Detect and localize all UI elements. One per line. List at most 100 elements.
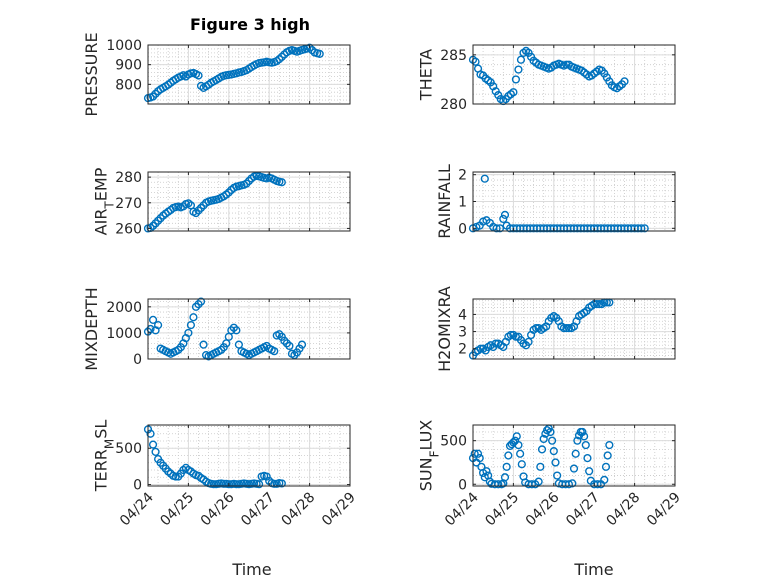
series-h2omixra xyxy=(468,298,614,360)
data-point xyxy=(506,330,515,340)
y-tick-label: 280 xyxy=(440,97,467,113)
data-point xyxy=(156,214,165,223)
data-point xyxy=(600,475,609,485)
data-point xyxy=(199,340,208,349)
data-point xyxy=(270,479,279,488)
y-tick-label: 0 xyxy=(133,478,142,494)
data-point xyxy=(592,300,601,309)
data-point xyxy=(151,89,160,98)
data-point xyxy=(184,328,193,338)
data-point xyxy=(224,188,233,197)
data-point xyxy=(564,324,574,333)
data-point xyxy=(232,480,241,489)
y-tick-label: 270 xyxy=(115,196,142,212)
data-point xyxy=(224,480,233,489)
data-point xyxy=(548,436,557,445)
data-point xyxy=(581,440,590,450)
y-tick-label: 0 xyxy=(458,477,467,493)
data-point xyxy=(227,326,236,335)
data-point xyxy=(512,432,521,441)
data-point xyxy=(495,224,505,233)
y-tick-label: 0 xyxy=(133,352,142,368)
y-tick-label: 280 xyxy=(115,170,142,186)
y-tick-label: 1 xyxy=(458,195,467,211)
series-rainfall xyxy=(468,174,649,233)
series-pressure xyxy=(143,43,324,103)
data-point xyxy=(154,320,163,330)
data-point xyxy=(569,464,579,473)
data-point xyxy=(151,219,160,228)
data-point xyxy=(514,65,523,74)
data-point xyxy=(551,458,560,467)
y-axis-label-terr-msl: TERRMSL xyxy=(91,420,116,493)
data-point xyxy=(603,451,612,460)
data-point xyxy=(232,326,241,335)
data-point xyxy=(534,477,543,486)
data-point xyxy=(191,208,201,218)
series-theta xyxy=(468,46,629,106)
data-point xyxy=(549,447,558,456)
y-tick-label: 900 xyxy=(115,58,142,74)
data-point xyxy=(262,341,271,351)
data-point xyxy=(504,451,513,460)
data-point xyxy=(282,339,291,348)
axes-box xyxy=(472,424,676,487)
data-point xyxy=(562,324,571,333)
panel-theta: 280 285 THETA xyxy=(416,44,676,113)
data-point xyxy=(595,300,604,309)
series-sun-flux xyxy=(468,424,614,489)
data-point xyxy=(511,75,521,84)
data-point xyxy=(290,350,299,360)
y-axis-label-sun-flux: SUNFLUX xyxy=(416,420,441,492)
data-point xyxy=(532,324,541,333)
data-point xyxy=(209,480,218,489)
data-point xyxy=(553,471,562,480)
data-point xyxy=(148,315,158,324)
data-point xyxy=(191,302,201,311)
data-point xyxy=(194,300,203,309)
y-axis-label-pressure: PRESSURE xyxy=(82,32,101,116)
y-axis-label-h2omixra: H2OMIXRA xyxy=(435,286,454,372)
x-axis-label-right: Time xyxy=(573,560,613,579)
data-point xyxy=(196,297,206,306)
y-tick-label: 0 xyxy=(458,221,467,237)
data-point xyxy=(174,345,183,354)
panel-mixdepth: 0 1000 2000 MIXDEPTH xyxy=(82,287,351,371)
data-point xyxy=(297,340,307,349)
data-point xyxy=(315,49,324,58)
data-point xyxy=(148,440,158,449)
data-point xyxy=(573,436,582,445)
data-point xyxy=(255,480,264,489)
y-tick-label: 260 xyxy=(115,221,142,237)
y-axis-label-mixdepth: MIXDEPTH xyxy=(82,287,101,370)
axes-box xyxy=(472,298,676,360)
data-point xyxy=(217,345,226,354)
data-point xyxy=(499,214,508,224)
data-point xyxy=(219,479,228,488)
y-tick-label: 500 xyxy=(440,434,467,450)
data-point xyxy=(583,454,592,463)
data-point xyxy=(524,337,533,346)
y-tick-label: 800 xyxy=(115,77,142,93)
data-point xyxy=(516,449,525,458)
data-point xyxy=(494,480,503,489)
y-tick-label: 2000 xyxy=(106,300,142,316)
data-point xyxy=(244,176,254,186)
data-point xyxy=(146,324,155,334)
data-point xyxy=(148,221,158,230)
data-point xyxy=(277,52,286,61)
data-point xyxy=(578,427,587,437)
y-tick-label: 500 xyxy=(115,441,142,457)
data-point xyxy=(492,224,501,233)
data-point xyxy=(194,206,203,215)
y-axis-label-air-temp: AIRTEMP xyxy=(91,167,116,235)
data-point xyxy=(229,323,238,332)
data-point xyxy=(473,449,483,458)
data-point xyxy=(277,178,286,187)
data-point xyxy=(242,179,251,188)
data-point xyxy=(500,210,510,220)
y-axis-label-theta: THETA xyxy=(416,49,435,101)
data-point xyxy=(189,313,198,322)
